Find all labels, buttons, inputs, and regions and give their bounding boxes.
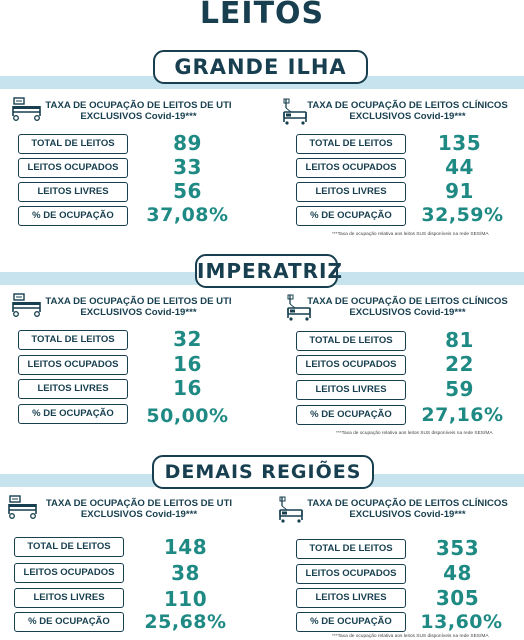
uti-total-label: TOTAL DE LEITOS bbox=[18, 330, 128, 350]
uti-ocupacao-label: % DE OCUPAÇÃO bbox=[14, 612, 124, 632]
clinicos-ocupados-label: LEITOS OCUPADOS bbox=[296, 355, 406, 375]
uti-header-line2: EXCLUSIVOS Covid-19*** bbox=[80, 111, 197, 122]
clinicos-header-line2: EXCLUSIVOS Covid-19*** bbox=[349, 111, 466, 122]
clinicos-panel-header: TAXA DE OCUPAÇÃO DE LEITOS CLÍNICOS EXCL… bbox=[300, 100, 515, 122]
uti-livres-label: LEITOS LIVRES bbox=[18, 379, 128, 399]
clinical-bed-icon bbox=[278, 496, 304, 528]
clinicos-total-value: 353 bbox=[435, 536, 480, 560]
clinicos-ocupados-value: 22 bbox=[445, 352, 474, 376]
uti-ocupados-label: LEITOS OCUPADOS bbox=[18, 158, 128, 178]
uti-header-line1: TAXA DE OCUPAÇÃO DE LEITOS DE UTI bbox=[45, 498, 233, 509]
page-title: LEITOS bbox=[199, 0, 325, 31]
uti-total-label: TOTAL DE LEITOS bbox=[14, 537, 124, 557]
uti-header-line1: TAXA DE OCUPAÇÃO DE LEITOS DE UTI bbox=[45, 296, 232, 307]
clinicos-total-label: TOTAL DE LEITOS bbox=[296, 134, 406, 154]
clinicos-total-value: 135 bbox=[437, 131, 482, 155]
uti-total-value: 32 bbox=[173, 327, 202, 351]
clinicos-total-label: TOTAL DE LEITOS bbox=[296, 539, 406, 559]
clinicos-ocupacao-label: % DE OCUPAÇÃO bbox=[296, 612, 406, 632]
uti-total-value: 148 bbox=[163, 535, 208, 559]
clinicos-total-label: TOTAL DE LEITOS bbox=[296, 331, 406, 351]
clinicos-ocupados-label: LEITOS OCUPADOS bbox=[296, 158, 406, 178]
uti-header-line2: EXCLUSIVOS Covid-19*** bbox=[80, 509, 198, 520]
footnote: ***Taxa de ocupação relativa aos leitos … bbox=[332, 232, 489, 237]
clinicos-ocupacao-value: 27,16% bbox=[421, 404, 504, 426]
footnote: ***Taxa de ocupação relativa aos leitos … bbox=[332, 634, 489, 639]
hospital-bed-icon bbox=[12, 96, 42, 126]
clinicos-livres-label: LEITOS LIVRES bbox=[296, 182, 406, 202]
clinicos-ocupacao-value: 32,59% bbox=[421, 204, 504, 226]
uti-panel-header: TAXA DE OCUPAÇÃO DE LEITOS DE UTI EXCLUS… bbox=[36, 100, 241, 122]
clinicos-ocupados-label: LEITOS OCUPADOS bbox=[296, 564, 406, 584]
clinicos-ocupados-value: 44 bbox=[445, 155, 474, 179]
clinicos-total-value: 81 bbox=[445, 328, 474, 352]
uti-ocupacao-value: 25,68% bbox=[144, 611, 227, 633]
uti-ocupacao-label: % DE OCUPAÇÃO bbox=[18, 206, 128, 226]
uti-total-label: TOTAL DE LEITOS bbox=[18, 134, 128, 154]
clinicos-livres-value: 91 bbox=[445, 179, 474, 203]
clinical-bed-icon bbox=[286, 294, 312, 326]
uti-ocupacao-value: 50,00% bbox=[146, 405, 229, 427]
clinicos-ocupados-value: 48 bbox=[443, 561, 472, 585]
uti-ocupados-value: 16 bbox=[173, 352, 202, 376]
clinicos-panel-header: TAXA DE OCUPAÇÃO DE LEITOS CLÍNICOS EXCL… bbox=[300, 296, 515, 318]
clinicos-ocupacao-label: % DE OCUPAÇÃO bbox=[296, 405, 406, 425]
clinicos-panel-header: TAXA DE OCUPAÇÃO DE LEITOS CLÍNICOS EXCL… bbox=[300, 498, 515, 520]
region-title-demais-regioes: DEMAIS REGIÕES bbox=[152, 455, 374, 489]
clinicos-header-line1: TAXA DE OCUPAÇÃO DE LEITOS CLÍNICOS bbox=[307, 100, 508, 111]
region-title-imperatriz: IMPERATRIZ bbox=[195, 254, 342, 288]
uti-panel-header: TAXA DE OCUPAÇÃO DE LEITOS DE UTI EXCLUS… bbox=[34, 498, 244, 520]
hospital-bed-icon bbox=[12, 292, 42, 322]
uti-ocupacao-value: 37,08% bbox=[146, 204, 229, 226]
uti-panel-header: TAXA DE OCUPAÇÃO DE LEITOS DE UTI EXCLUS… bbox=[36, 296, 241, 318]
hospital-bed-icon bbox=[8, 494, 38, 524]
uti-livres-label: LEITOS LIVRES bbox=[18, 182, 128, 202]
uti-livres-label: LEITOS LIVRES bbox=[14, 588, 124, 608]
uti-livres-value: 110 bbox=[163, 587, 208, 611]
clinicos-ocupacao-value: 13,60% bbox=[420, 611, 503, 633]
uti-ocupados-value: 38 bbox=[171, 561, 200, 585]
uti-header-line2: EXCLUSIVOS Covid-19*** bbox=[80, 307, 197, 318]
clinicos-header-line1: TAXA DE OCUPAÇÃO DE LEITOS CLÍNICOS bbox=[307, 498, 508, 509]
clinicos-header-line2: EXCLUSIVOS Covid-19*** bbox=[349, 509, 466, 520]
region-title-grande-ilha: GRANDE ILHA bbox=[153, 50, 368, 84]
clinicos-livres-value: 59 bbox=[445, 377, 474, 401]
clinical-bed-icon bbox=[282, 98, 308, 130]
clinicos-livres-value: 305 bbox=[435, 586, 480, 610]
uti-ocupados-value: 33 bbox=[173, 155, 202, 179]
clinicos-livres-label: LEITOS LIVRES bbox=[296, 588, 406, 608]
footnote: ***Taxa de ocupação relativa aos leitos … bbox=[336, 431, 493, 436]
uti-ocupados-label: LEITOS OCUPADOS bbox=[18, 355, 128, 375]
uti-livres-value: 56 bbox=[173, 179, 202, 203]
uti-livres-value: 16 bbox=[173, 376, 202, 400]
clinicos-ocupacao-label: % DE OCUPAÇÃO bbox=[296, 206, 406, 226]
uti-ocupacao-label: % DE OCUPAÇÃO bbox=[18, 404, 128, 424]
clinicos-header-line1: TAXA DE OCUPAÇÃO DE LEITOS CLÍNICOS bbox=[307, 296, 508, 307]
clinicos-livres-label: LEITOS LIVRES bbox=[296, 380, 406, 400]
clinicos-header-line2: EXCLUSIVOS Covid-19*** bbox=[349, 307, 466, 318]
uti-total-value: 89 bbox=[173, 131, 202, 155]
uti-ocupados-label: LEITOS OCUPADOS bbox=[14, 563, 124, 583]
uti-header-line1: TAXA DE OCUPAÇÃO DE LEITOS DE UTI bbox=[45, 100, 232, 111]
